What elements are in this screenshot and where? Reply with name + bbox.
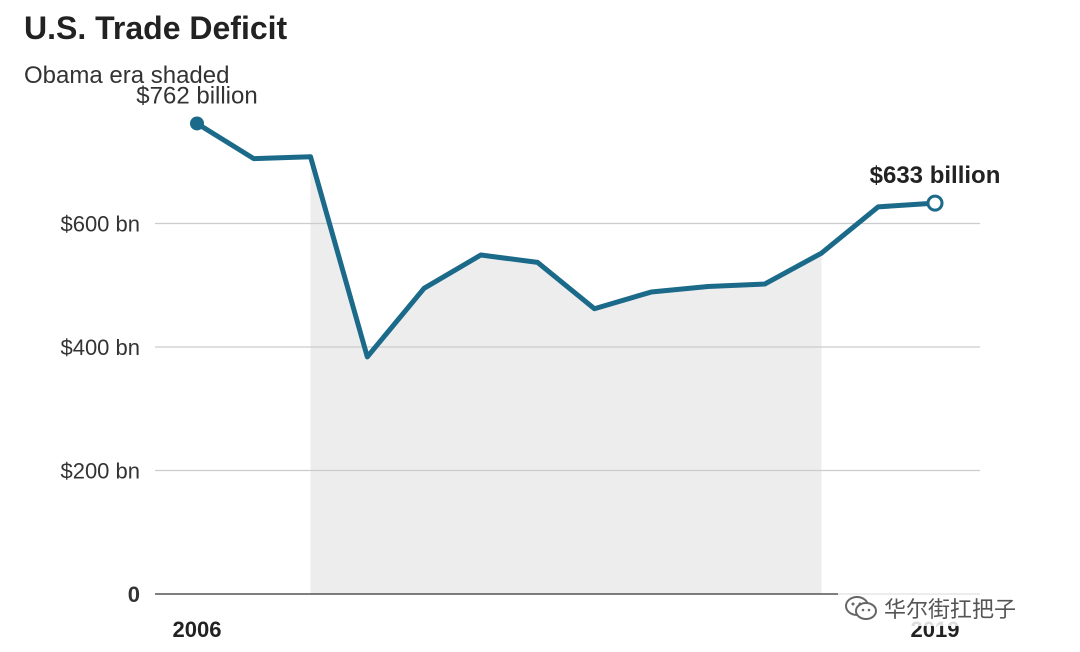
watermark-text: 华尔街扛把子 [884,598,1017,623]
chart-title: U.S. Trade Deficit [24,10,288,46]
watermark: 华尔街扛把子 [838,590,1023,626]
wechat-icon [845,596,877,620]
start-annotation-label: $762 billion [136,82,257,109]
shade-layer [310,156,822,594]
y-tick-label-600: $600 bn [60,212,140,237]
y-tick-label-0: 0 [128,582,140,607]
x-tick-label-2006: 2006 [173,617,222,642]
annotation-layer: $762 billion $633 billion [136,82,1001,212]
start-marker [190,116,204,131]
y-tick-label-400: $400 bn [60,335,140,360]
chart-subtitle: Obama era shaded [24,62,230,89]
trade-deficit-line [194,120,938,360]
obama-era-shade [310,156,822,594]
end-marker [926,194,944,212]
y-axis-ticks: 0 $200 bn $400 bn $600 bn [60,212,140,608]
end-annotation-label: $633 billion [870,162,1001,189]
line-layer [194,120,938,360]
y-tick-label-200: $200 bn [60,459,140,484]
